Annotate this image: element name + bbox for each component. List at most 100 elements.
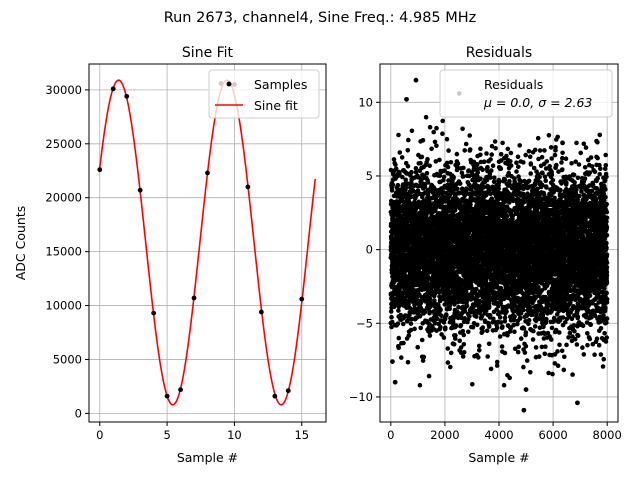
residual-point	[489, 367, 494, 372]
residual-point	[434, 126, 439, 131]
residual-point	[445, 137, 450, 142]
residual-point	[485, 354, 490, 359]
residual-point	[398, 150, 403, 155]
residual-point	[503, 177, 508, 182]
residual-point	[462, 350, 467, 355]
residual-point	[456, 161, 461, 166]
residual-point	[438, 325, 443, 330]
residual-point	[477, 344, 482, 349]
sine-fit-legend: Samples Sine fit	[209, 70, 319, 118]
residual-point	[428, 333, 433, 338]
residual-point	[478, 177, 483, 182]
residual-point	[489, 168, 494, 173]
residual-point	[476, 355, 481, 360]
residual-point	[389, 315, 394, 320]
residual-point	[446, 148, 451, 153]
residual-point	[461, 166, 466, 171]
residual-point	[465, 304, 470, 309]
residual-point	[406, 148, 411, 153]
residual-point	[409, 321, 414, 326]
residual-point	[507, 200, 512, 205]
residual-point	[406, 164, 411, 169]
residual-point	[468, 147, 473, 152]
legend-samples-label: Samples	[254, 77, 307, 92]
residual-point	[449, 351, 454, 356]
residual-point	[496, 187, 501, 192]
p0-ytick-label: 20000	[45, 191, 82, 205]
residual-point	[498, 334, 503, 339]
residual-point	[477, 348, 482, 353]
residual-point	[440, 119, 445, 124]
p0-ytick-label: 5000	[53, 352, 82, 366]
residual-point	[487, 342, 492, 347]
residual-point	[516, 155, 521, 160]
residual-point	[493, 139, 498, 144]
residual-point	[396, 345, 401, 350]
sample-point	[245, 185, 250, 190]
sample-point	[299, 297, 304, 302]
residual-point	[503, 315, 508, 320]
residual-point	[498, 315, 503, 320]
residual-point	[454, 323, 459, 328]
residual-point	[401, 341, 406, 346]
residual-point	[475, 323, 480, 328]
figure-suptitle: Run 2673, channel4, Sine Freq.: 4.985 MH…	[164, 10, 477, 26]
residuals-title: Residuals	[466, 45, 532, 61]
p0-ytick-label: 10000	[45, 299, 82, 313]
residual-point	[427, 164, 432, 169]
residual-point	[446, 346, 451, 351]
residual-point	[474, 287, 479, 292]
residual-point	[508, 159, 513, 164]
residual-point	[393, 162, 398, 167]
residual-point	[451, 175, 456, 180]
residual-point	[521, 365, 526, 370]
residual-point	[401, 322, 406, 327]
p0-ytick-label: 15000	[45, 245, 82, 259]
residual-point	[507, 376, 512, 381]
residual-point	[448, 365, 453, 370]
residual-point	[518, 316, 523, 321]
sine-fit-title: Sine Fit	[182, 45, 234, 61]
residual-point	[458, 181, 463, 186]
residual-point	[466, 330, 471, 335]
residual-point	[418, 326, 423, 331]
residual-point	[482, 159, 487, 164]
residual-point	[455, 152, 460, 157]
residual-point	[424, 115, 429, 120]
residual-point	[460, 127, 465, 132]
residual-point	[434, 144, 439, 149]
sample-point	[138, 188, 143, 193]
residual-point	[516, 345, 521, 350]
residual-point	[425, 171, 430, 176]
sample-point	[272, 394, 277, 399]
residual-point	[427, 310, 432, 315]
residual-point	[500, 141, 505, 146]
residual-point	[453, 333, 458, 338]
sample-point	[165, 394, 170, 399]
sine-fit-ylabel: ADC Counts	[13, 206, 28, 281]
residual-point	[443, 325, 448, 330]
residual-point	[427, 374, 432, 379]
residual-point	[449, 160, 454, 165]
residual-point	[459, 323, 464, 328]
residual-point	[519, 336, 524, 341]
sample-point	[259, 310, 264, 315]
residual-point	[500, 344, 505, 349]
residual-point	[421, 138, 426, 143]
p0-xtick-label: 10	[227, 428, 242, 442]
residual-point	[464, 142, 469, 147]
residual-point	[406, 360, 411, 365]
residual-point	[504, 154, 509, 159]
residual-point	[488, 157, 493, 162]
sample-point	[97, 167, 102, 172]
residual-point	[428, 125, 433, 130]
residual-point	[410, 129, 415, 134]
residual-point	[487, 304, 492, 309]
residual-point	[488, 313, 493, 318]
residual-point	[467, 314, 472, 319]
residual-point	[491, 163, 496, 168]
